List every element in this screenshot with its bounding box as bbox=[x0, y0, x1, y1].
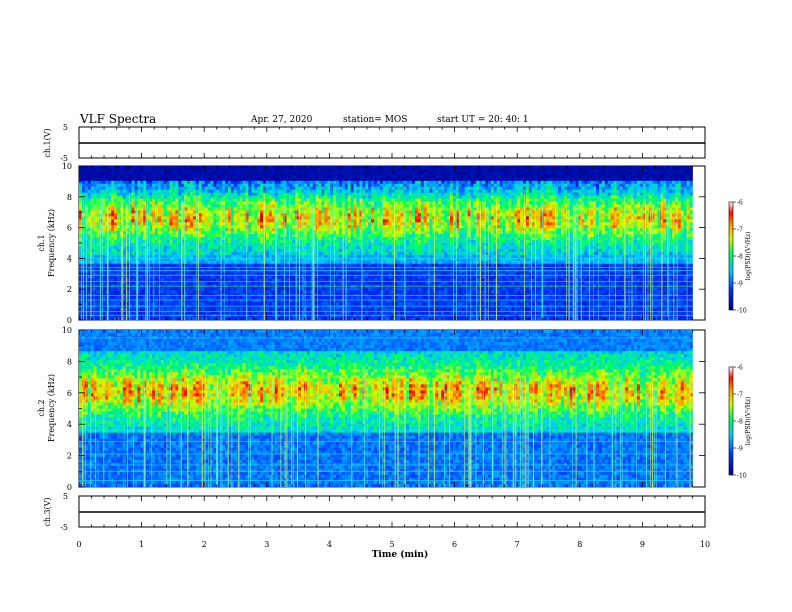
ch2-spectrogram-panel: 0 2 4 6 8 10 ch.2 Frequency (kHz) bbox=[37, 326, 706, 492]
colorbar-tick-label: -8 bbox=[737, 419, 743, 426]
ch1-spectrogram bbox=[79, 166, 693, 321]
ch1-channel-label: ch.1 bbox=[37, 234, 46, 251]
x-tick-label: 1 bbox=[139, 540, 144, 549]
x-tick-label: 4 bbox=[327, 540, 332, 549]
x-tick-label: 5 bbox=[389, 540, 394, 549]
y-tick-label: 0 bbox=[67, 316, 72, 325]
ch3-voltage-panel: 0 1 2 3 4 5 6 7 8 9 10 5 -5 ch.3(V) Time (min) bbox=[43, 492, 710, 560]
ch1-freq-axis-label: Frequency (kHz) bbox=[47, 209, 56, 277]
colorbar-tick-label: -9 bbox=[737, 446, 743, 453]
colorbar-tick-label: -7 bbox=[737, 227, 743, 234]
colorbar-tick-label: -7 bbox=[737, 392, 743, 399]
station-label: station= MOS bbox=[343, 115, 407, 125]
ch1-y-tick-bottom: -5 bbox=[60, 154, 68, 163]
ch2-colorbar-label: log(PSD)(V²/Hz) bbox=[745, 397, 752, 446]
colorbar-tick-label: -8 bbox=[737, 254, 743, 261]
ch2-spectrogram bbox=[79, 330, 693, 488]
x-tick-label: 10 bbox=[700, 540, 710, 549]
colorbar-tick-label: -6 bbox=[737, 365, 743, 372]
y-tick-label: 8 bbox=[67, 357, 72, 366]
y-tick-label: 6 bbox=[67, 389, 72, 398]
ch2-colorbar: -6 -7 -8 -9 -10 log(PSD)(V²/Hz) bbox=[728, 365, 752, 480]
x-tick-label: 0 bbox=[76, 540, 81, 549]
y-tick-label: 10 bbox=[62, 326, 72, 335]
ch3-y-tick-top: 5 bbox=[63, 492, 68, 501]
ch3-y-axis-label: ch.3(V) bbox=[43, 497, 52, 526]
colorbar-tick-label: -10 bbox=[737, 308, 747, 315]
y-tick-label: 4 bbox=[67, 254, 72, 263]
ch1-colorbar: -6 -7 -8 -9 -10 log(PSD)(V²/Hz) bbox=[728, 200, 752, 315]
colorbar-tick-label: -6 bbox=[737, 200, 743, 207]
x-tick-label: 2 bbox=[202, 540, 207, 549]
y-tick-label: 0 bbox=[67, 483, 72, 492]
ch1-voltage-panel: 5 -5 ch.1(V) bbox=[43, 123, 706, 163]
y-tick-label: 2 bbox=[67, 285, 72, 294]
y-tick-label: 10 bbox=[62, 162, 72, 171]
x-tick-label: 7 bbox=[515, 540, 520, 549]
ch1-colorbar-label: log(PSD)(V²/Hz) bbox=[745, 232, 752, 281]
x-tick-label: 8 bbox=[577, 540, 582, 549]
ch1-y-tick-top: 5 bbox=[63, 123, 68, 132]
date-label: Apr. 27, 2020 bbox=[251, 115, 312, 125]
ch2-freq-axis-label: Frequency (kHz) bbox=[47, 374, 56, 442]
x-tick-label: 6 bbox=[452, 540, 457, 549]
y-tick-label: 4 bbox=[67, 420, 72, 429]
ch1-y-axis-label: ch.1(V) bbox=[43, 128, 52, 157]
colorbar-tick-label: -10 bbox=[737, 473, 747, 480]
colorbar-tick-label: -9 bbox=[737, 281, 743, 288]
start-time-label: start UT = 20: 40: 1 bbox=[437, 115, 529, 125]
x-tick-label: 9 bbox=[640, 540, 645, 549]
ch2-channel-label: ch.2 bbox=[37, 399, 46, 416]
y-tick-label: 2 bbox=[67, 452, 72, 461]
x-axis-label: Time (min) bbox=[372, 549, 429, 560]
y-tick-label: 8 bbox=[67, 193, 72, 202]
ch3-y-tick-bottom: -5 bbox=[60, 523, 68, 532]
chart-title: VLF Spectra bbox=[80, 112, 156, 126]
ch1-spectrogram-panel: 0 2 4 6 8 10 ch.1 Frequency (kHz) bbox=[37, 162, 706, 325]
x-tick-label: 3 bbox=[264, 540, 269, 549]
y-tick-label: 6 bbox=[67, 224, 72, 233]
